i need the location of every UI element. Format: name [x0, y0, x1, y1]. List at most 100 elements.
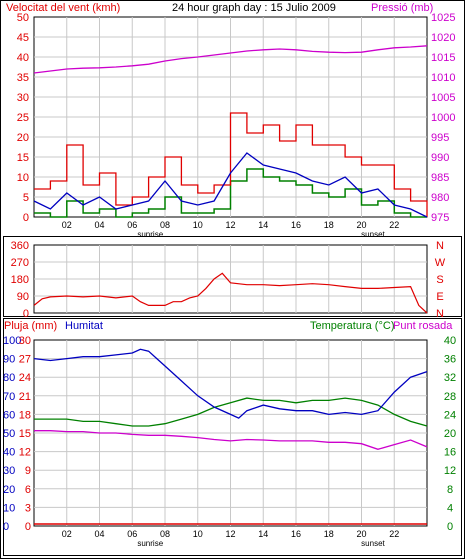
- humidity-tick-90: 90: [3, 354, 15, 366]
- time-tick-08: 08: [160, 220, 170, 230]
- wind-speed-ticks: 0 5 10 15 20 25 30 35 40 45 50: [17, 12, 29, 224]
- wind-tick-25: 25: [17, 112, 29, 124]
- humidity-series-line: [33, 348, 428, 419]
- direction-tick-90: 90: [17, 291, 29, 303]
- wind-tick-15: 15: [17, 152, 29, 164]
- direction-tick-360: 360: [11, 240, 29, 252]
- rain-tick-15: 15: [19, 428, 31, 440]
- gust-series-line: [34, 112, 428, 217]
- humidity-tick-20: 20: [3, 484, 15, 496]
- pressure-tick-1005: 1005: [431, 92, 455, 104]
- wind-tick-5: 5: [23, 192, 29, 204]
- humidity-grid: [34, 340, 427, 526]
- compass-tick-N-4: N: [436, 240, 444, 252]
- time-tick-20: 20: [356, 529, 366, 539]
- time-tick-18: 18: [324, 220, 334, 230]
- time-tick-16: 16: [291, 220, 301, 230]
- temperature-ticks: 0 4 8 12 16 20 24 28 32 36 40: [444, 335, 456, 533]
- temperature-tick-12: 12: [444, 465, 456, 477]
- wind-tick-20: 20: [17, 132, 29, 144]
- temperature-tick-0: 0: [447, 521, 453, 533]
- temperature-tick-28: 28: [444, 391, 456, 403]
- rain-tick-9: 9: [25, 465, 31, 477]
- pressure-tick-985: 985: [431, 172, 449, 184]
- humidity-tick-10: 10: [3, 502, 15, 514]
- humidity-tick-80: 80: [3, 372, 15, 384]
- pressure-series-line: [33, 45, 428, 74]
- compass-tick-N-0: N: [436, 308, 444, 320]
- direction-tick-0: 0: [23, 308, 29, 320]
- pressure-tick-1010: 1010: [431, 72, 455, 84]
- rain-tick-6: 6: [25, 484, 31, 496]
- dewpoint-series-line: [34, 430, 428, 450]
- direction-tick-180: 180: [11, 274, 29, 286]
- chart-title: 24 hour graph day : 15 Julio 2009: [172, 2, 336, 14]
- time-tick-02: 02: [62, 220, 72, 230]
- rain-tick-27: 27: [19, 354, 31, 366]
- time-tick-06: 06: [127, 220, 137, 230]
- wind-tick-50: 50: [17, 12, 29, 24]
- compass-tick-E-1: E: [436, 291, 443, 303]
- time-tick-08: 08: [160, 529, 170, 539]
- wind-time-ticks: 02 04 06 08 10 12 14 16 18 20 22: [62, 220, 400, 230]
- sunrise-label: sunrise: [137, 230, 163, 239]
- direction-tick-270: 270: [11, 257, 29, 269]
- humidity-axis-title: Humitat: [65, 320, 103, 332]
- pressure-tick-995: 995: [431, 132, 449, 144]
- temperature-series-line: [34, 397, 428, 427]
- time-tick-04: 04: [94, 529, 104, 539]
- pressure-tick-990: 990: [431, 152, 449, 164]
- rain-tick-3: 3: [25, 502, 31, 514]
- rain-axis-title: Pluja (mm): [4, 320, 57, 332]
- wind-tick-35: 35: [17, 72, 29, 84]
- time-tick-14: 14: [258, 220, 268, 230]
- temperature-tick-16: 16: [444, 447, 456, 459]
- wind-pressure-panel: Velocitat del vent (kmh) 24 hour graph d…: [6, 2, 455, 239]
- pressure-tick-1025: 1025: [431, 12, 455, 24]
- pressure-ticks: 975 980 985 990 995 1000 1005 1010 1015 1020 1025: [431, 12, 455, 224]
- temperature-tick-4: 4: [447, 502, 453, 514]
- wind-direction-series-line: [33, 272, 428, 314]
- pressure-tick-975: 975: [431, 212, 449, 224]
- compass-tick-S-2: S: [436, 274, 443, 286]
- time-tick-22: 22: [389, 529, 399, 539]
- temperature-tick-20: 20: [444, 428, 456, 440]
- humidity-time-ticks: 02 04 06 08 10 12 14 16 18 20 22: [62, 529, 400, 539]
- time-tick-12: 12: [225, 220, 235, 230]
- time-tick-02: 02: [62, 529, 72, 539]
- humidity-tick-100: 100: [3, 335, 21, 347]
- humidity-tick-30: 30: [3, 465, 15, 477]
- wind-tick-10: 10: [17, 172, 29, 184]
- sunset-label: sunset: [361, 539, 385, 548]
- pressure-tick-1015: 1015: [431, 52, 455, 64]
- humidity-tick-40: 40: [3, 447, 15, 459]
- time-tick-16: 16: [291, 529, 301, 539]
- rain-tick-12: 12: [19, 447, 31, 459]
- time-tick-18: 18: [324, 529, 334, 539]
- rain-tick-21: 21: [19, 391, 31, 403]
- pressure-tick-980: 980: [431, 192, 449, 204]
- rain-humidity-ticks: 0 10 20 30 40 50 60 70 80 90 100 0 3 6 9 12 15 18 21 24 27 30: [3, 335, 31, 533]
- wind-speed-axis-title: Velocitat del vent (kmh): [6, 2, 120, 14]
- direction-series: [33, 272, 428, 314]
- time-tick-06: 06: [127, 529, 137, 539]
- wind-speed-series-line: [33, 152, 428, 218]
- rain-tick-0: 0: [25, 521, 31, 533]
- time-tick-10: 10: [193, 529, 203, 539]
- sunrise-label: sunrise: [137, 539, 163, 548]
- rain-tick-18: 18: [19, 409, 31, 421]
- time-tick-14: 14: [258, 529, 268, 539]
- humidity-tick-60: 60: [3, 409, 15, 421]
- humidity-tick-50: 50: [3, 428, 15, 440]
- temperature-tick-36: 36: [444, 354, 456, 366]
- pressure-tick-1020: 1020: [431, 32, 455, 44]
- temperature-tick-8: 8: [447, 484, 453, 496]
- temperature-tick-24: 24: [444, 409, 456, 421]
- time-tick-10: 10: [193, 220, 203, 230]
- time-tick-20: 20: [356, 220, 366, 230]
- wind-tick-30: 30: [17, 92, 29, 104]
- temperature-axis-title: Temperatura (°C): [310, 320, 394, 332]
- pressure-tick-1000: 1000: [431, 112, 455, 124]
